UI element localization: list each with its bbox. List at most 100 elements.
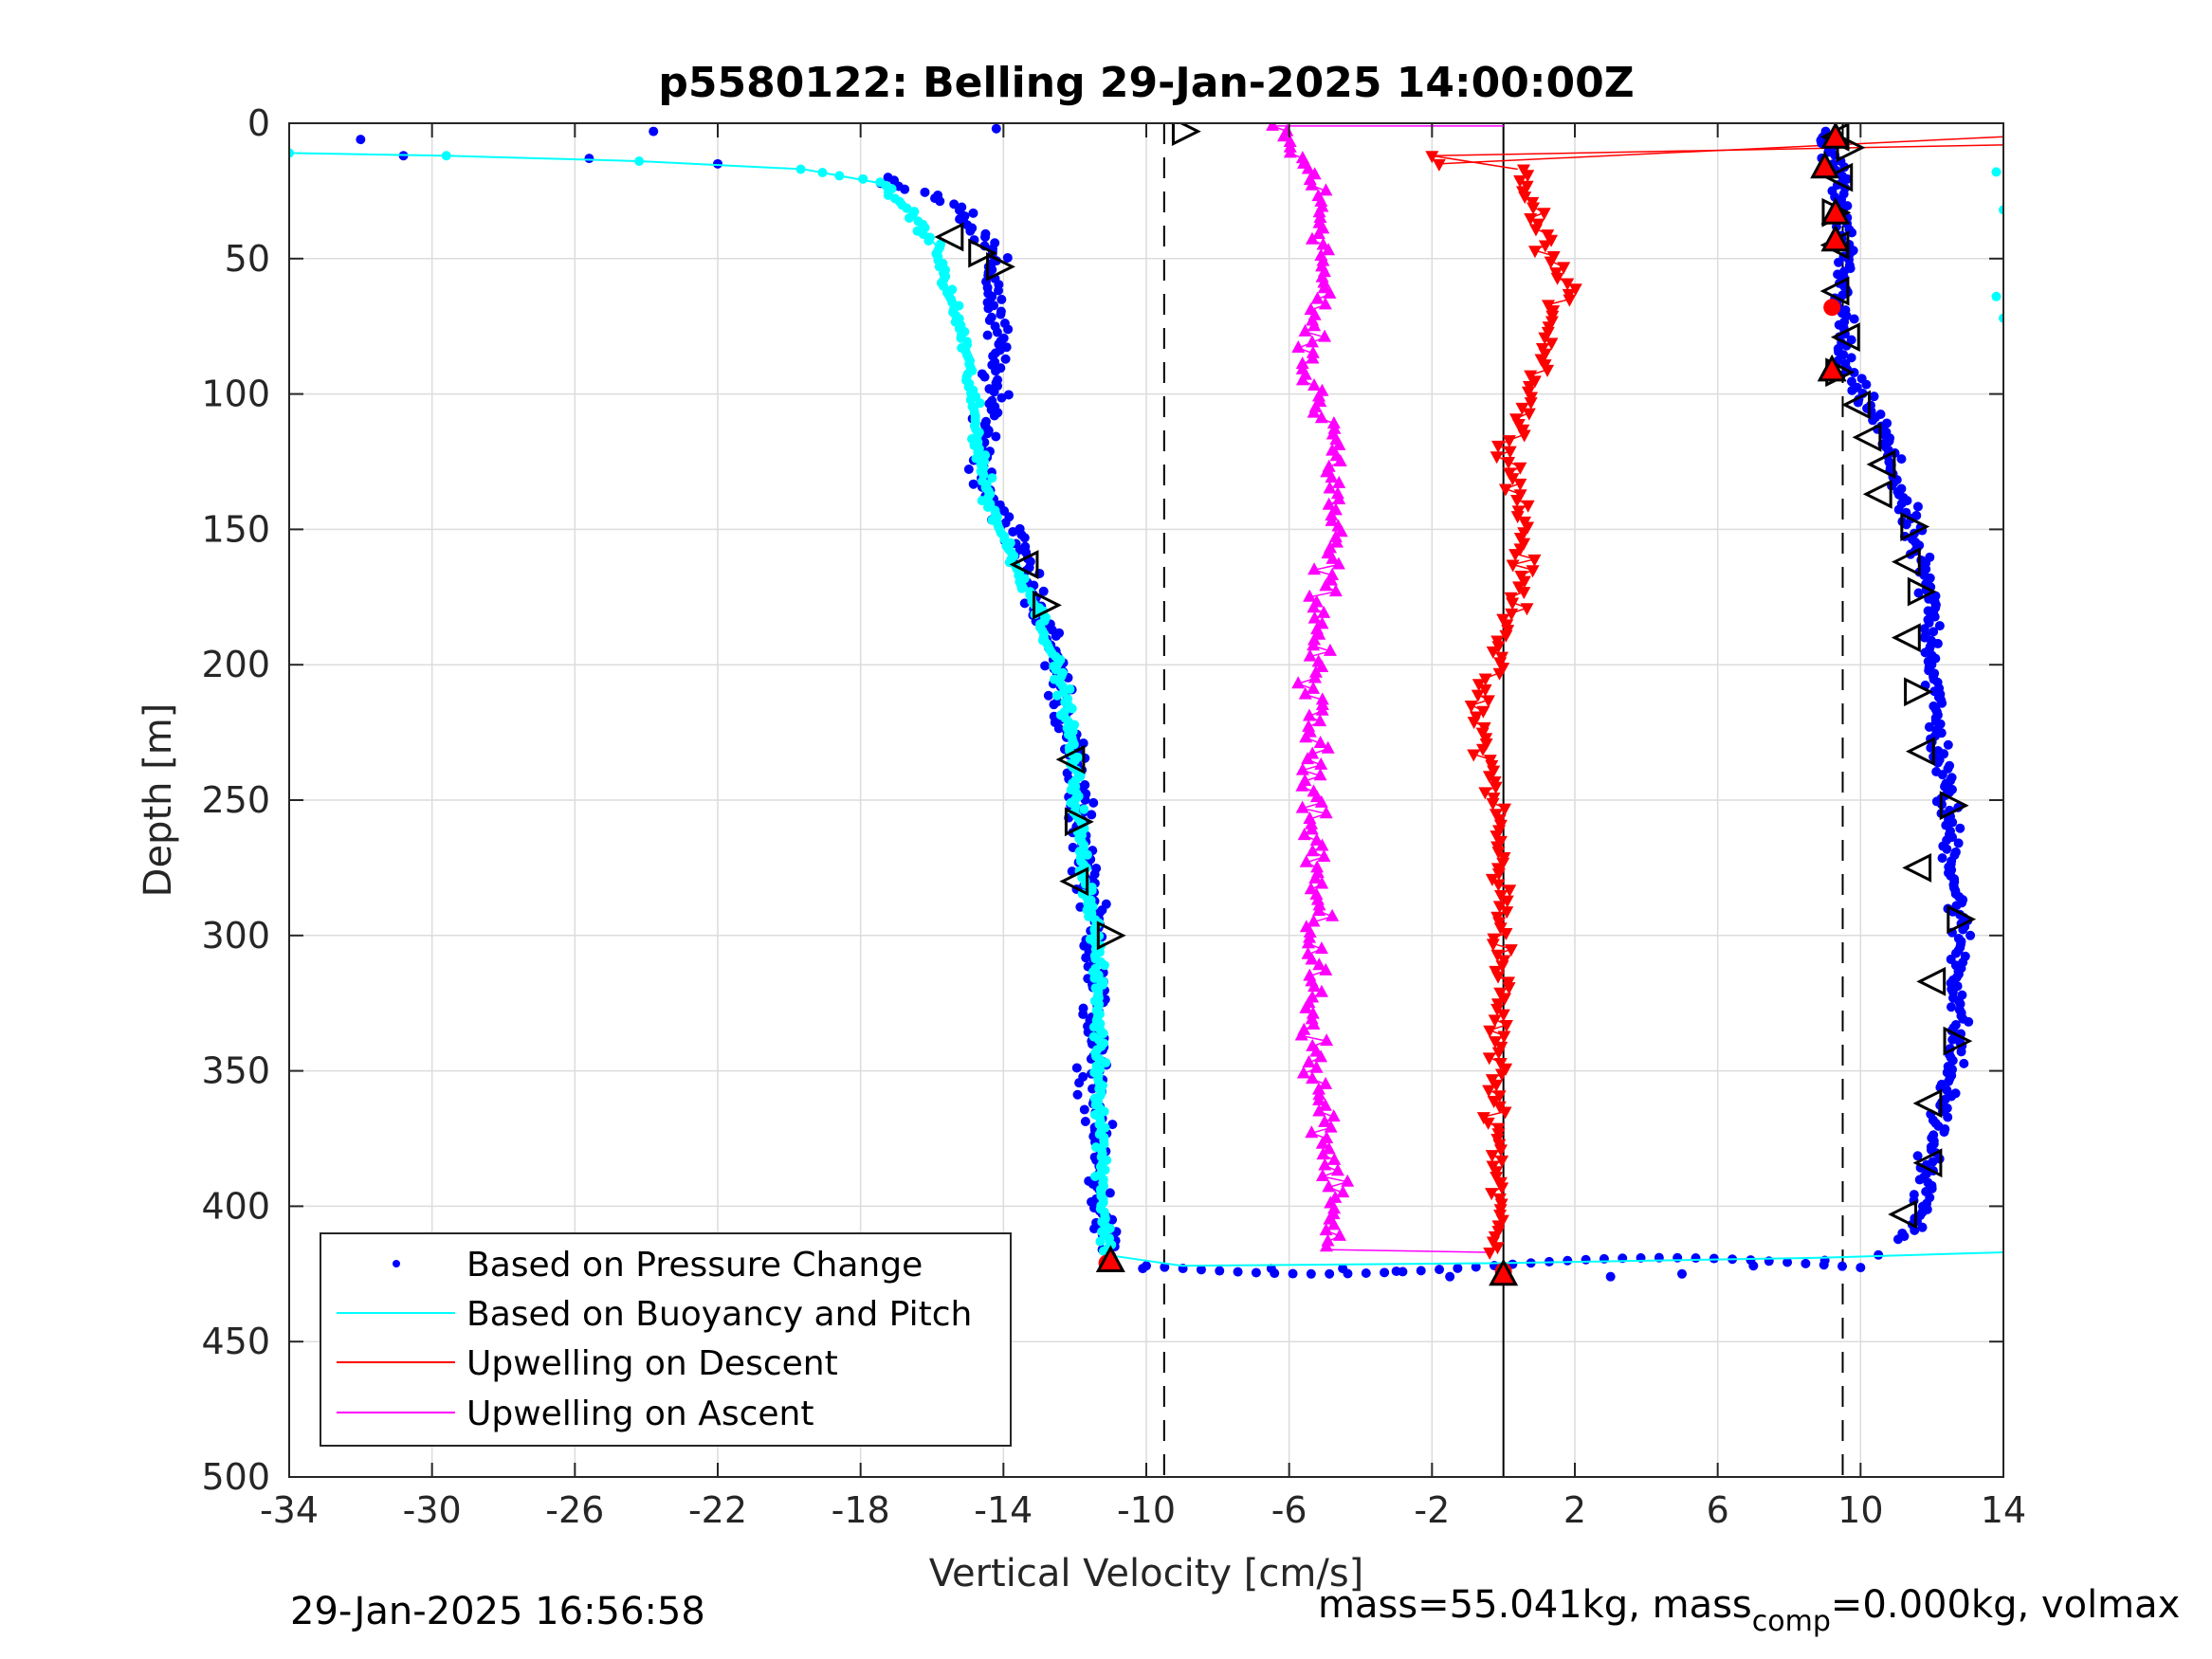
upwelling-descent-marker: [1464, 701, 1478, 714]
upwelling-descent-marker: [1499, 629, 1513, 643]
pressure-change-dot: [1946, 1002, 1956, 1012]
upwelling-ascent-marker: [1317, 605, 1331, 618]
pressure-change-dot: [1053, 723, 1064, 734]
upwelling-descent-marker: [1524, 397, 1538, 410]
upwelling-descent-marker: [1491, 1047, 1506, 1060]
upwelling-descent-marker: [1490, 1003, 1505, 1016]
upwelling-descent-marker: [1467, 749, 1481, 762]
x-tick-label: 6: [1707, 1489, 1729, 1531]
upwelling-ascent-marker: [1327, 1201, 1342, 1214]
pressure-change-dot: [1943, 739, 1953, 750]
upwelling-ascent-marker: [1316, 1147, 1330, 1160]
pressure-change-dot: [1049, 700, 1059, 710]
buoyancy-pitch-dot: [1087, 885, 1097, 896]
upwelling-descent-marker: [1503, 884, 1517, 898]
upwelling-descent-marker: [1483, 1247, 1497, 1260]
upwelling-descent-marker: [1506, 473, 1520, 486]
pressure-change-dot: [1416, 1266, 1426, 1276]
pressure-change-dot: [1071, 1063, 1082, 1073]
upwelling-ascent-marker: [1323, 481, 1337, 494]
upwelling-ascent-marker: [1308, 665, 1323, 678]
upwelling-ascent-marker: [1308, 870, 1323, 884]
upwelling-ascent-marker: [1317, 281, 1331, 294]
red-up-triangle-marker: [1820, 197, 1851, 225]
upwelling-ascent-marker: [1310, 291, 1325, 304]
upwelling-descent-marker: [1538, 240, 1552, 253]
pressure-change-dot: [980, 231, 991, 242]
upwelling-descent-marker: [1481, 695, 1495, 708]
upwelling-descent-marker: [1527, 246, 1542, 259]
pressure-change-dot: [983, 303, 994, 314]
pressure-change-dot: [1953, 838, 1964, 848]
upwelling-descent-marker: [1498, 1106, 1512, 1120]
upwelling-descent-marker: [1485, 873, 1499, 886]
mode-change-marker: [1902, 852, 1932, 883]
pressure-change-dot: [1943, 1112, 1953, 1122]
upwelling-ascent-marker: [1276, 129, 1290, 142]
x-tick-label: -6: [1271, 1489, 1307, 1531]
pressure-change-dot: [991, 123, 1001, 134]
upwelling-ascent-marker: [1325, 551, 1340, 564]
upwelling-descent-marker: [1497, 1030, 1511, 1044]
upwelling-descent-marker: [1502, 435, 1516, 448]
upwelling-ascent-marker: [1299, 1000, 1313, 1013]
upwelling-ascent-marker: [1314, 1049, 1328, 1063]
x-tick-label: -14: [974, 1489, 1033, 1531]
upwelling-ascent-marker: [1305, 952, 1319, 965]
upwelling-descent-marker: [1498, 993, 1512, 1006]
buoyancy-pitch-dot: [1067, 703, 1077, 714]
upwelling-descent-marker: [1517, 587, 1531, 600]
pressure-change-dot: [1937, 770, 1947, 780]
pressure-change-dot: [1912, 1151, 1923, 1161]
x-axis-ticks: -34 -30 -26 -22 -18 -14 -10 -6 -2 2 6 10 14: [260, 123, 2026, 1531]
mode-change-marker: [1912, 1148, 1943, 1178]
upwelling-ascent-marker: [1332, 475, 1346, 488]
upwelling-ascent-marker: [1301, 161, 1315, 174]
legend-box: [320, 1232, 1012, 1447]
upwelling-descent-marker: [1482, 1085, 1496, 1098]
pressure-change-dot: [1958, 924, 1968, 935]
upwelling-ascent-marker: [1332, 1228, 1346, 1241]
mode-change-marker: [1907, 576, 1937, 607]
pressure-change-dot: [991, 431, 1001, 442]
pressure-change-dot: [1937, 853, 1947, 864]
pressure-change-dot: [1215, 1266, 1225, 1276]
y-tick-label: 50: [225, 238, 270, 280]
mode-change-marker: [1916, 966, 1947, 996]
pressure-change-dot: [979, 372, 990, 382]
buoyancy-pitch-dot: [289, 148, 294, 158]
pressure-change-dot: [1000, 354, 1011, 364]
pressure-change-dot: [584, 154, 594, 164]
upwelling-ascent-marker: [1332, 491, 1346, 504]
upwelling-ascent-marker: [1266, 123, 1280, 131]
upwelling-ascent-marker: [1301, 936, 1315, 949]
pressure-change-dot: [963, 464, 974, 474]
pressure-change-dot: [1087, 810, 1097, 820]
upwelling-descent-marker: [1498, 803, 1512, 816]
legend-label-upwelling-descent: Upwelling on Descent: [466, 1344, 838, 1383]
upwelling-ascent-marker: [1325, 908, 1340, 921]
upwelling-ascent-marker: [1306, 351, 1320, 364]
upwelling-ascent-marker: [1319, 1223, 1333, 1236]
legend-label-pressure: Based on Pressure Change: [466, 1246, 923, 1285]
pressure-change-dot: [356, 135, 366, 145]
legend: Based on Pressure Change Based on Buoyan…: [320, 1232, 1012, 1447]
upwelling-descent-marker: [1472, 679, 1486, 692]
upwelling-descent-marker: [1485, 1188, 1499, 1201]
upwelling-descent-marker: [1521, 500, 1535, 513]
upwelling-descent-marker: [1520, 603, 1534, 616]
legend-label-buoyancy: Based on Buoyancy and Pitch: [466, 1295, 972, 1334]
pressure-change-dot: [1913, 588, 1924, 598]
upwelling-ascent-marker: [1315, 838, 1329, 851]
pressure-change-dot: [1078, 1009, 1088, 1019]
pressure-change-dot: [1929, 627, 1939, 637]
upwelling-descent-marker: [1490, 451, 1504, 465]
mode-change-marker: [1888, 1199, 1918, 1230]
upwelling-ascent-marker: [1326, 416, 1341, 429]
red-up-triangle-marker: [1820, 224, 1851, 252]
buoyancy-pitch-dot: [982, 501, 993, 512]
mode-change-marker: [1891, 623, 1921, 653]
upwelling-ascent-marker: [1307, 914, 1321, 927]
mass-prefix: mass=55.041kg, mass: [1318, 1583, 1752, 1627]
mode-change-marker: [1904, 677, 1933, 707]
